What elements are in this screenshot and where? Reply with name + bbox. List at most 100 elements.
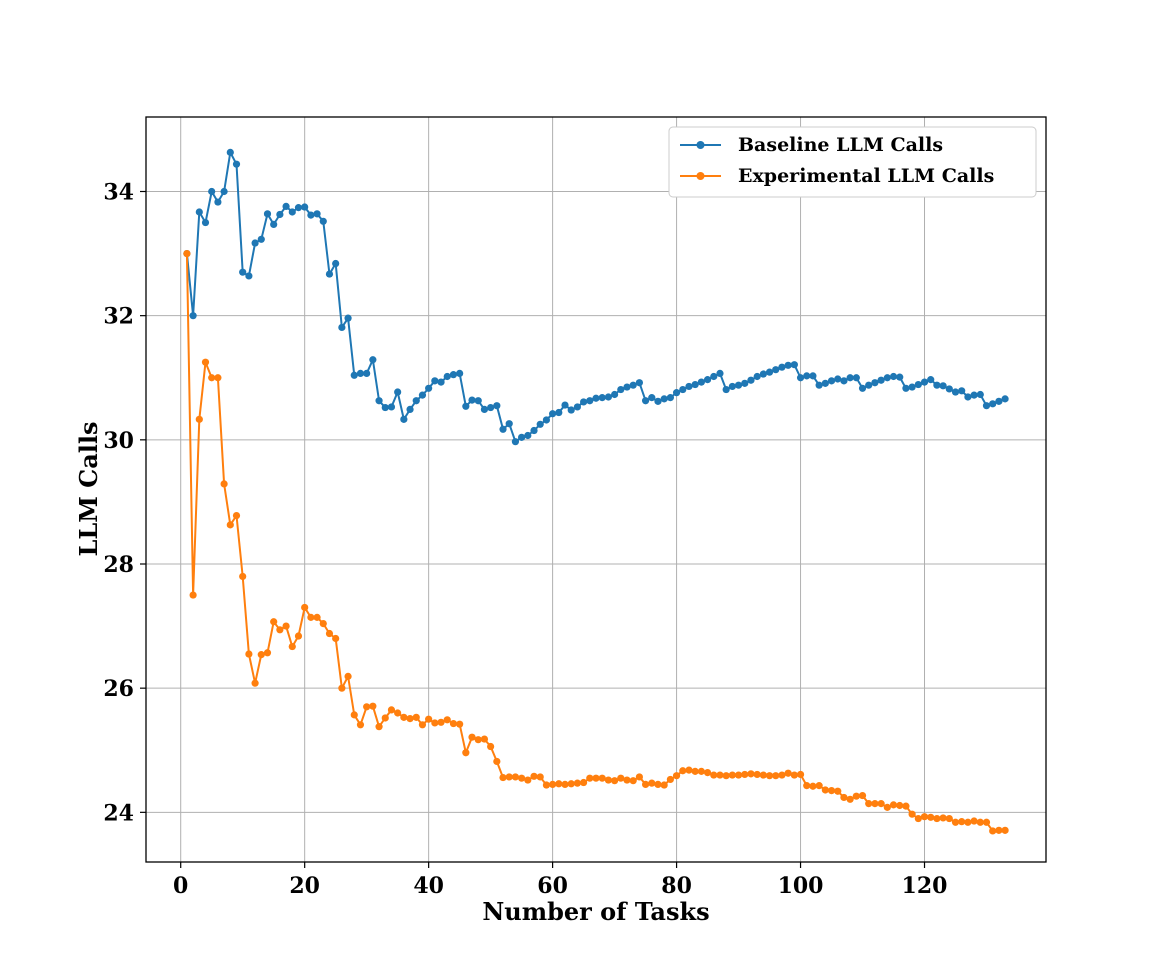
data-point-experimental bbox=[648, 779, 656, 787]
data-point-baseline bbox=[208, 187, 216, 196]
data-point-experimental bbox=[245, 650, 253, 658]
data-point-baseline bbox=[660, 395, 668, 403]
data-point-experimental bbox=[641, 780, 650, 789]
data-point-baseline bbox=[635, 379, 643, 387]
data-point-baseline bbox=[858, 384, 867, 392]
data-point-baseline bbox=[338, 323, 346, 332]
data-point-baseline bbox=[487, 403, 495, 412]
data-point-baseline bbox=[201, 218, 210, 227]
data-point-experimental bbox=[672, 772, 681, 780]
data-point-baseline bbox=[542, 416, 551, 424]
data-point-experimental bbox=[487, 742, 495, 751]
data-point-baseline bbox=[344, 314, 352, 322]
data-point-experimental bbox=[189, 591, 197, 599]
data-point-experimental bbox=[301, 603, 309, 612]
data-point-experimental bbox=[970, 817, 978, 825]
data-point-baseline bbox=[685, 382, 693, 391]
data-point-experimental bbox=[226, 521, 234, 529]
data-point-experimental bbox=[765, 772, 774, 780]
data-point-experimental bbox=[840, 793, 848, 802]
data-point-baseline bbox=[865, 381, 873, 389]
data-point-experimental bbox=[276, 626, 284, 634]
data-point-baseline bbox=[518, 433, 526, 441]
data-point-baseline bbox=[951, 388, 960, 396]
data-point-experimental bbox=[505, 773, 513, 781]
data-point-baseline bbox=[716, 369, 724, 377]
data-point-baseline bbox=[902, 384, 910, 392]
data-point-baseline bbox=[796, 374, 805, 382]
data-point-baseline bbox=[462, 402, 470, 410]
data-point-experimental bbox=[784, 769, 792, 777]
data-point-experimental bbox=[635, 773, 643, 781]
data-point-experimental bbox=[908, 810, 916, 818]
data-point-baseline bbox=[778, 363, 786, 371]
data-point-baseline bbox=[431, 377, 439, 385]
data-point-baseline bbox=[852, 374, 860, 382]
x-tick-label: 60 bbox=[537, 873, 568, 899]
data-point-experimental bbox=[976, 818, 984, 826]
data-point-experimental bbox=[598, 774, 606, 782]
data-point-experimental bbox=[889, 801, 898, 809]
data-point-experimental bbox=[989, 827, 997, 835]
data-point-experimental bbox=[902, 802, 910, 810]
data-point-baseline bbox=[325, 270, 334, 278]
data-point-baseline bbox=[313, 210, 321, 218]
data-point-experimental bbox=[239, 572, 247, 581]
data-point-experimental bbox=[604, 776, 613, 784]
data-point-baseline bbox=[920, 378, 929, 386]
data-point-experimental bbox=[679, 767, 687, 775]
data-point-baseline bbox=[480, 405, 489, 414]
data-point-experimental bbox=[350, 711, 358, 719]
data-point-experimental bbox=[567, 780, 575, 788]
x-tick-label: 120 bbox=[902, 873, 948, 899]
data-point-baseline bbox=[449, 371, 458, 379]
data-point-experimental bbox=[195, 415, 203, 423]
data-point-baseline bbox=[995, 397, 1003, 405]
data-point-experimental bbox=[356, 721, 365, 729]
data-point-baseline bbox=[666, 394, 674, 402]
data-point-baseline bbox=[672, 389, 681, 397]
data-point-baseline bbox=[282, 202, 290, 210]
legend-label-baseline: Baseline LLM Calls bbox=[738, 134, 943, 156]
data-point-baseline bbox=[753, 372, 761, 381]
data-point-baseline bbox=[803, 372, 811, 380]
data-point-baseline bbox=[499, 425, 507, 433]
data-point-baseline bbox=[437, 378, 445, 386]
data-point-experimental bbox=[375, 723, 383, 731]
x-tick-label: 100 bbox=[778, 873, 824, 899]
data-point-baseline bbox=[288, 208, 296, 216]
data-point-experimental bbox=[741, 770, 749, 779]
data-point-experimental bbox=[617, 774, 625, 782]
data-point-experimental bbox=[778, 771, 786, 779]
data-point-experimental bbox=[307, 613, 315, 621]
data-point-experimental bbox=[400, 713, 408, 721]
data-point-experimental bbox=[542, 781, 551, 789]
data-point-baseline bbox=[319, 217, 327, 225]
data-point-baseline bbox=[369, 356, 377, 364]
data-point-experimental bbox=[747, 770, 755, 778]
data-point-experimental bbox=[338, 684, 346, 692]
data-point-baseline bbox=[456, 369, 464, 377]
data-point-baseline bbox=[443, 372, 451, 381]
data-point-experimental bbox=[344, 672, 352, 680]
data-point-experimental bbox=[462, 749, 470, 757]
data-point-experimental bbox=[611, 777, 619, 785]
data-point-experimental bbox=[728, 771, 736, 779]
y-tick-label: 26 bbox=[103, 676, 134, 702]
grid bbox=[146, 117, 1046, 862]
data-point-experimental bbox=[883, 803, 891, 811]
data-point-experimental bbox=[381, 714, 389, 722]
data-point-experimental bbox=[697, 767, 705, 775]
data-point-baseline bbox=[945, 385, 953, 393]
data-point-baseline bbox=[332, 259, 340, 268]
data-point-baseline bbox=[734, 381, 743, 389]
data-point-experimental bbox=[208, 374, 216, 382]
data-point-baseline bbox=[567, 406, 575, 414]
data-point-baseline bbox=[982, 402, 991, 410]
data-point-baseline bbox=[257, 235, 265, 243]
data-point-baseline bbox=[617, 385, 625, 394]
data-point-baseline bbox=[549, 410, 557, 418]
data-point-baseline bbox=[765, 368, 774, 376]
data-point-experimental bbox=[710, 771, 718, 779]
